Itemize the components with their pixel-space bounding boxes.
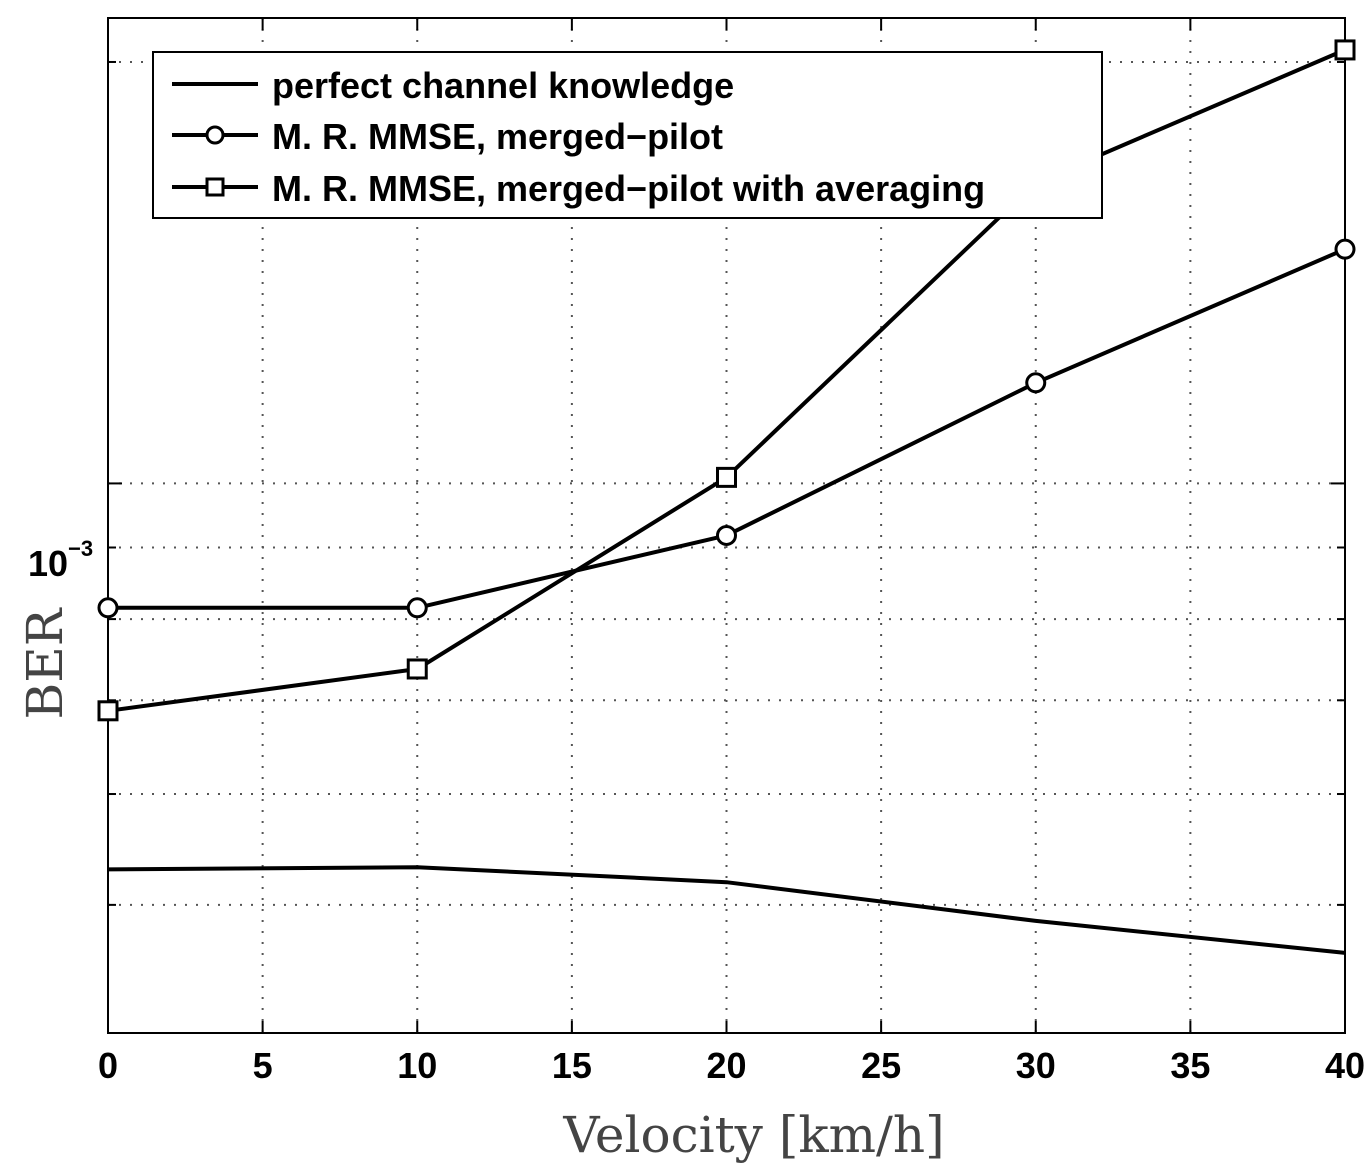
x-tick-label: 20 — [706, 1045, 746, 1086]
legend-label-merged-pilot: M. R. MMSE, merged−pilot — [272, 116, 723, 157]
legend-circle-marker — [205, 125, 225, 145]
x-tick-label: 15 — [552, 1045, 592, 1086]
legend-box — [152, 51, 1103, 219]
legend-label-merged-pilot-averaging: M. R. MMSE, merged−pilot with averaging — [272, 168, 985, 209]
circle-marker — [1334, 238, 1356, 260]
series-layer — [97, 39, 1356, 955]
x-tick-label: 30 — [1016, 1045, 1056, 1086]
circle-marker — [1025, 372, 1047, 394]
square-marker — [716, 466, 737, 488]
x-tick-label: 0 — [98, 1045, 118, 1086]
x-tick-label: 5 — [253, 1045, 273, 1086]
x-tick-label: 25 — [861, 1045, 901, 1086]
y-axis-label: BER — [16, 607, 74, 719]
series-line-0 — [107, 865, 1346, 955]
y-tick-label-1e-3: 10 −3 — [28, 536, 93, 584]
legend-entry-merged-pilot-averaging: M. R. MMSE, merged−pilot with averaging — [172, 168, 985, 209]
legend-label-perfect-channel: perfect channel knowledge — [272, 65, 734, 106]
x-tick-label: 40 — [1325, 1045, 1365, 1086]
square-marker — [406, 658, 428, 680]
square-marker — [1334, 39, 1356, 61]
axis-ticks: 0 5 10 15 20 25 30 35 40 — [98, 18, 1365, 1086]
x-tick-label: 10 — [397, 1045, 437, 1086]
x-axis-label: Velocity [km/h] — [562, 1106, 944, 1163]
y-tick-exponent: −3 — [68, 536, 93, 561]
legend-entry-merged-pilot: M. R. MMSE, merged−pilot — [172, 116, 723, 157]
circle-marker — [406, 597, 428, 619]
square-marker — [97, 700, 119, 722]
x-tick-label: 35 — [1170, 1045, 1210, 1086]
legend: perfect channel knowledge M. R. MMSE, me… — [152, 51, 1103, 219]
legend-square-marker — [205, 177, 225, 197]
y-tick-base: 10 — [28, 543, 68, 584]
legend-entry-perfect-channel: perfect channel knowledge — [172, 65, 734, 106]
circle-marker — [97, 597, 119, 619]
series-line-1 — [108, 247, 1346, 610]
circle-marker — [716, 524, 737, 546]
